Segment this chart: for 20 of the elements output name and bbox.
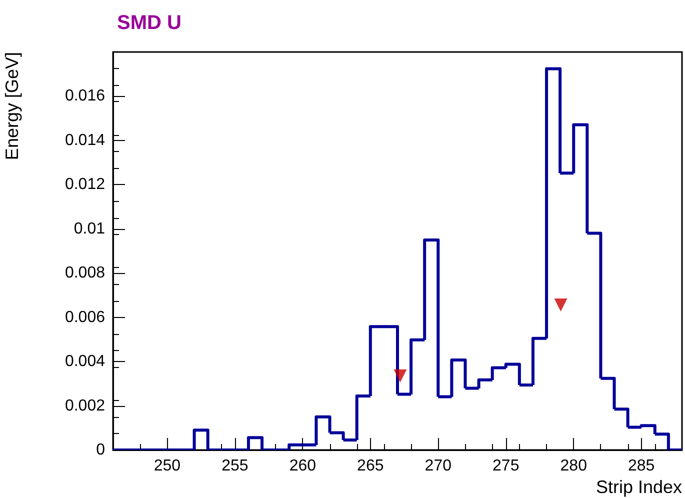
y-tick-label: 0.01 [74, 220, 106, 238]
y-tick-label: 0.002 [64, 397, 106, 414]
y-tick-label: 0.008 [64, 264, 106, 282]
chart-title: SMD U [117, 12, 182, 34]
x-tick-label: 265 [357, 458, 384, 474]
y-tick-label: 0.006 [64, 308, 106, 326]
x-tick-label: 285 [628, 458, 655, 474]
x-tick-label: 260 [289, 458, 316, 474]
y-tick-label: 0.004 [64, 353, 106, 370]
x-axis-title: Strip Index [596, 477, 682, 497]
x-tick-label: 250 [154, 458, 181, 474]
y-tick-label: 0.014 [64, 132, 106, 149]
x-tick-label: 275 [492, 458, 520, 474]
x-tick-label: 270 [424, 458, 452, 474]
y-axis-title: Energy [GeV] [2, 52, 22, 160]
y-tick-label: 0.012 [64, 176, 106, 194]
x-tick-label: 255 [222, 458, 248, 474]
y-tick-label: 0 [96, 442, 106, 458]
x-tick-label: 280 [560, 458, 588, 474]
y-tick-label: 0.016 [64, 88, 106, 105]
